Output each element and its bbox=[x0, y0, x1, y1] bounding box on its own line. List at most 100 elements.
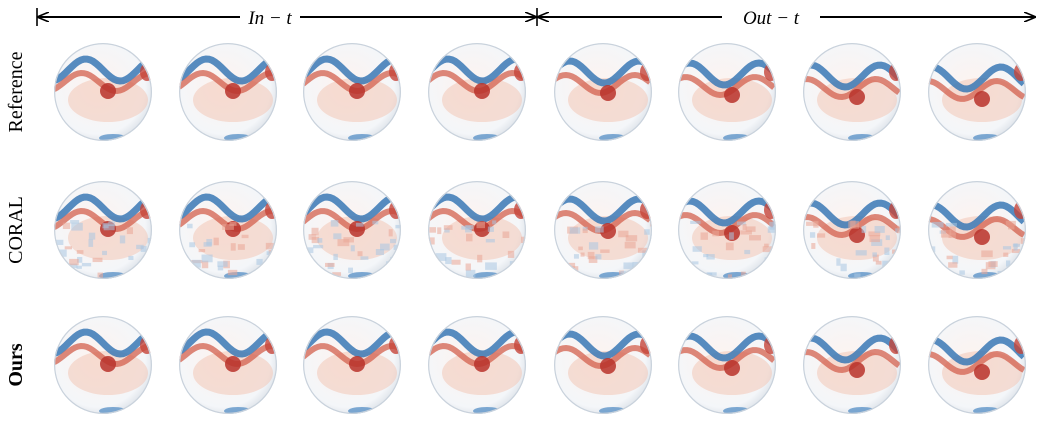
noise bbox=[343, 237, 354, 242]
noise bbox=[895, 262, 902, 268]
sphere bbox=[303, 316, 403, 415]
sphere bbox=[54, 43, 154, 142]
noise bbox=[102, 251, 107, 255]
noise bbox=[526, 221, 530, 225]
noise bbox=[390, 239, 396, 243]
noise bbox=[461, 226, 470, 230]
noise bbox=[189, 242, 195, 247]
noise bbox=[313, 245, 323, 248]
noise bbox=[1004, 273, 1013, 278]
noise bbox=[395, 225, 402, 228]
noise bbox=[325, 263, 335, 267]
sphere-grid bbox=[54, 43, 1031, 415]
noise bbox=[701, 232, 708, 239]
noise bbox=[317, 238, 322, 243]
noise bbox=[485, 262, 497, 269]
noise bbox=[214, 238, 219, 246]
noise bbox=[1006, 221, 1016, 226]
noise bbox=[644, 229, 649, 235]
noise bbox=[574, 254, 579, 259]
noise bbox=[151, 245, 162, 251]
noise bbox=[886, 235, 890, 240]
noise bbox=[148, 238, 156, 243]
noise bbox=[452, 260, 461, 265]
noise bbox=[949, 234, 956, 238]
noise bbox=[77, 266, 82, 269]
noise bbox=[228, 270, 237, 275]
noise bbox=[981, 250, 992, 257]
noise bbox=[218, 266, 223, 271]
noise bbox=[372, 221, 378, 225]
noise bbox=[98, 273, 104, 278]
noise bbox=[476, 222, 485, 229]
sphere bbox=[803, 316, 903, 415]
noise bbox=[63, 223, 70, 229]
noise bbox=[65, 246, 72, 249]
noise bbox=[231, 243, 236, 250]
sphere bbox=[554, 181, 655, 281]
noise bbox=[595, 226, 604, 232]
red-core bbox=[600, 358, 616, 374]
noise bbox=[1021, 238, 1031, 244]
noise bbox=[503, 231, 510, 238]
noise bbox=[508, 251, 514, 258]
noise bbox=[581, 253, 585, 257]
noise bbox=[1003, 253, 1008, 257]
noise bbox=[570, 227, 581, 233]
noise bbox=[626, 235, 637, 241]
red-core bbox=[974, 91, 990, 107]
noise bbox=[988, 261, 997, 267]
noise bbox=[69, 259, 79, 265]
noise bbox=[149, 271, 160, 278]
noise bbox=[488, 227, 494, 232]
sphere bbox=[678, 43, 778, 142]
noise bbox=[429, 227, 436, 233]
sphere bbox=[928, 181, 1031, 280]
noise bbox=[948, 262, 957, 267]
noise bbox=[810, 232, 815, 238]
noise bbox=[466, 263, 471, 270]
noise bbox=[93, 258, 103, 262]
sphere bbox=[428, 181, 534, 280]
noise bbox=[77, 250, 84, 254]
sphere bbox=[928, 316, 1028, 415]
noise bbox=[309, 234, 317, 240]
noise bbox=[356, 223, 364, 227]
sphere bbox=[179, 316, 279, 415]
noise bbox=[773, 220, 780, 226]
noise bbox=[88, 239, 93, 247]
noise bbox=[946, 223, 957, 227]
noise bbox=[726, 243, 734, 251]
noise bbox=[900, 243, 912, 249]
noise bbox=[242, 235, 249, 238]
noise bbox=[82, 263, 91, 266]
noise bbox=[70, 220, 79, 223]
noise bbox=[693, 246, 702, 252]
out-label: Out − t bbox=[743, 8, 800, 29]
red-core bbox=[349, 356, 365, 372]
noise bbox=[360, 256, 368, 259]
noise bbox=[331, 220, 339, 227]
noise bbox=[872, 252, 877, 256]
sphere bbox=[803, 181, 912, 280]
red-core bbox=[100, 356, 116, 372]
noise bbox=[120, 235, 125, 243]
noise bbox=[811, 243, 815, 249]
noise bbox=[358, 251, 363, 256]
noise bbox=[683, 262, 691, 266]
noise bbox=[884, 248, 889, 255]
red-core bbox=[225, 83, 241, 99]
sphere bbox=[928, 43, 1028, 142]
noise bbox=[199, 249, 206, 252]
noise bbox=[1003, 246, 1011, 249]
noise bbox=[600, 249, 609, 252]
noise bbox=[959, 270, 965, 274]
noise bbox=[444, 225, 453, 230]
noise bbox=[813, 221, 818, 228]
noise bbox=[272, 264, 279, 267]
noise bbox=[897, 226, 905, 233]
noise bbox=[466, 234, 472, 242]
noise bbox=[108, 221, 115, 226]
noise bbox=[477, 255, 482, 263]
noise bbox=[1004, 271, 1009, 278]
